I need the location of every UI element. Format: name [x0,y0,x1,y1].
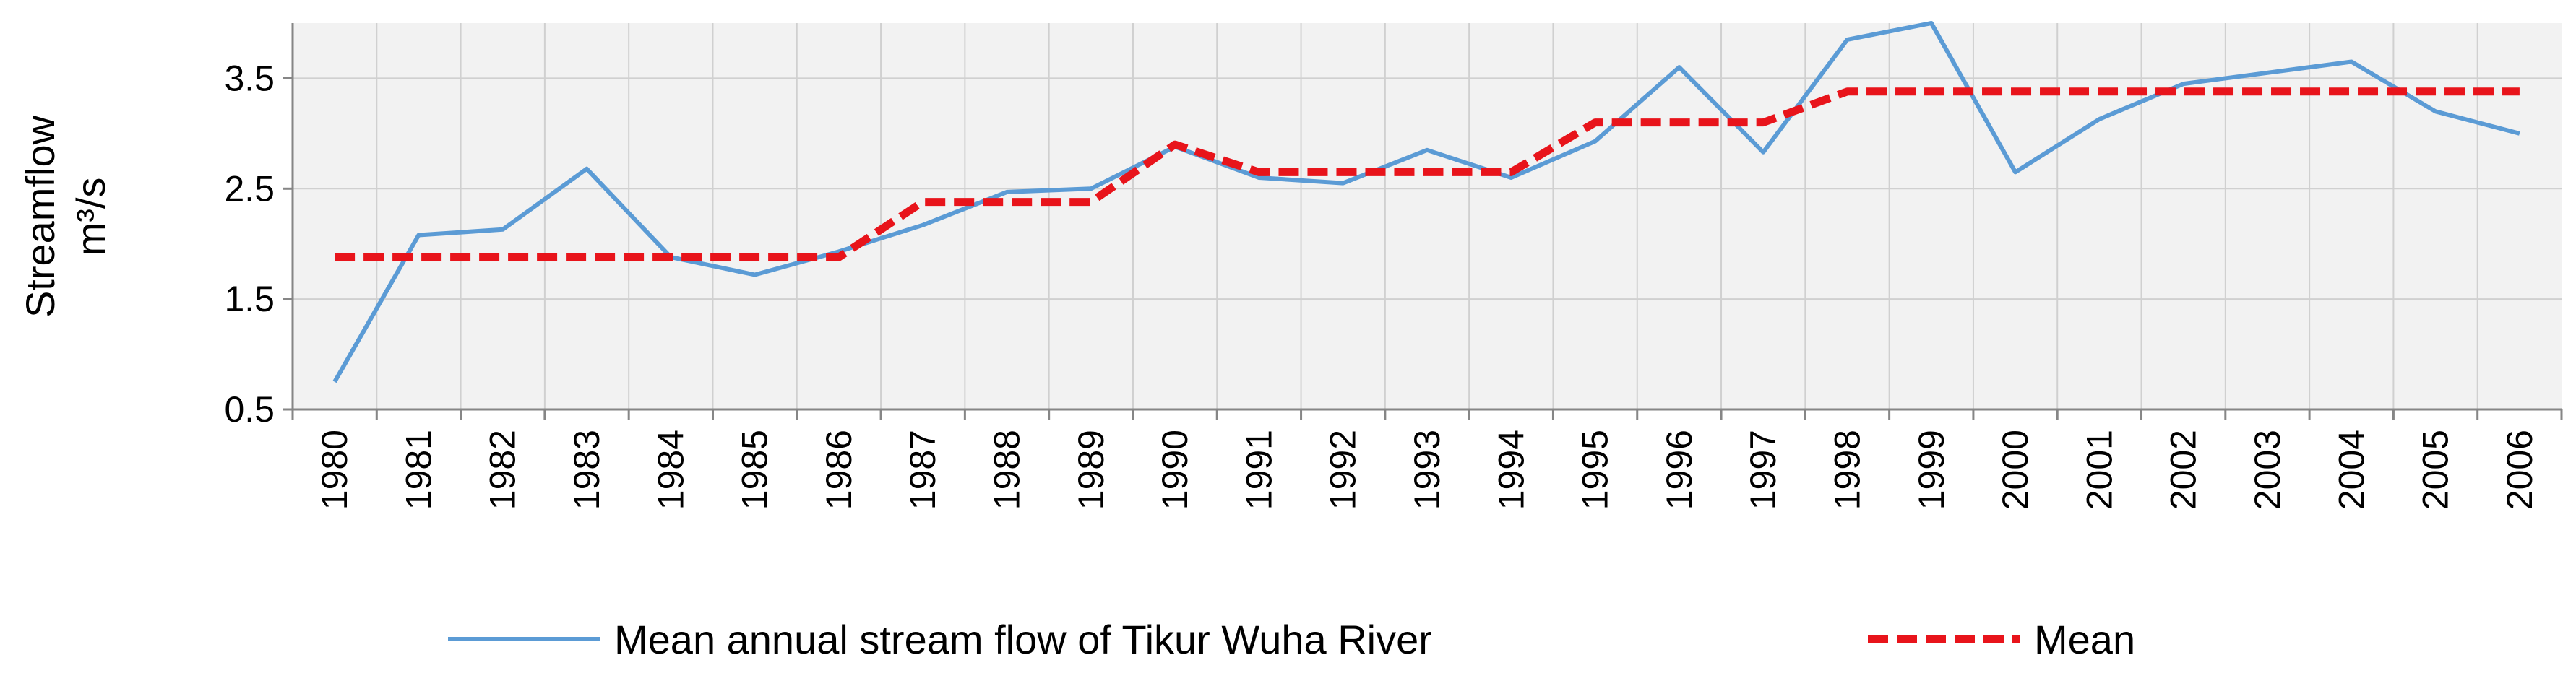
plot-background [293,23,2562,409]
x-tick-label: 1996 [1659,430,1700,510]
x-tick-label: 1982 [483,430,523,510]
legend-label-mean: Mean [2034,617,2135,662]
legend-label-flow: Mean annual stream flow of Tikur Wuha Ri… [614,617,1432,662]
x-tick-label: 1988 [987,430,1028,510]
y-axis-title-line2: m³/s [68,178,113,256]
x-tick-label: 1985 [735,430,775,510]
x-tick-label: 1984 [650,430,691,510]
x-tick-label: 2000 [1995,430,2036,510]
x-tick-label: 1986 [819,430,859,510]
x-tick-label: 1981 [398,430,439,510]
x-tick-labels: 1980 1981 1982 1983 1984 1985 1986 1987 1988 1989… [314,430,2540,510]
x-tick-label: 1991 [1239,430,1279,510]
x-tick-label: 1992 [1323,430,1364,510]
x-tick-label: 2003 [2247,430,2288,510]
y-tick-labels: 0.5 1.5 2.5 3.5 [224,58,275,430]
x-tick-label: 1998 [1827,430,1867,510]
series-lines [332,21,2520,383]
x-tick-label: 1983 [567,430,607,510]
x-tick-label: 2002 [2163,430,2204,510]
series-line-streamflow [332,21,2520,383]
legend: Mean annual stream flow of Tikur Wuha Ri… [448,617,2135,662]
x-tick-label: 1997 [1743,430,1783,510]
axes [283,23,2563,420]
x-tick-label: 2005 [2416,430,2456,510]
x-tick-label: 1990 [1155,430,1195,510]
y-axis-title-line1: Streamflow [17,115,63,318]
y-tick-label: 1.5 [224,279,275,319]
x-tick-label: 1980 [314,430,355,510]
x-tick-label: 2006 [2499,430,2540,510]
y-tick-label: 0.5 [224,389,275,430]
gridlines [293,23,2562,409]
x-tick-label: 2004 [2331,430,2372,510]
y-tick-label: 3.5 [224,58,275,98]
x-tick-label: 2001 [2079,430,2119,510]
x-tick-label: 1995 [1575,430,1616,510]
x-tick-label: 1994 [1491,430,1531,510]
x-tick-label: 1993 [1407,430,1447,510]
series-line-mean [335,87,2520,261]
x-tick-label: 1989 [1071,430,1111,510]
y-tick-label: 2.5 [224,168,275,209]
x-tick-label: 1999 [1911,430,1952,510]
x-tick-label: 1987 [903,430,943,510]
